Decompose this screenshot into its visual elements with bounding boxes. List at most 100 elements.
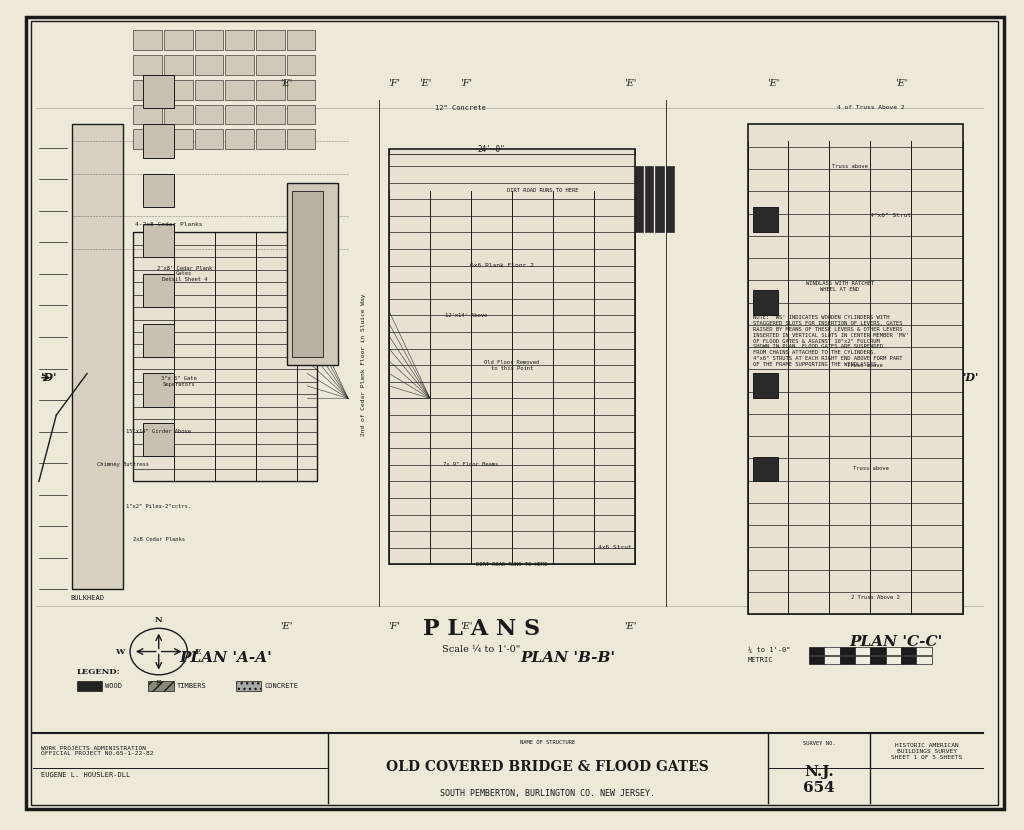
Bar — [870, 647, 886, 655]
Text: CONCRETE: CONCRETE — [264, 683, 298, 690]
Text: 'D': 'D' — [963, 372, 979, 383]
Text: W: W — [116, 647, 125, 656]
Text: 24'-0": 24'-0" — [477, 145, 506, 154]
Text: 4"x6" Strut: 4"x6" Strut — [870, 213, 911, 218]
Bar — [225, 30, 254, 50]
Bar — [886, 647, 901, 655]
Bar — [901, 647, 916, 655]
Text: E: E — [195, 647, 201, 656]
Bar — [195, 129, 223, 149]
Bar — [809, 647, 824, 655]
Bar — [824, 647, 840, 655]
Text: N.J.
654: N.J. 654 — [803, 764, 836, 795]
Text: HISTORIC AMERICAN
BUILDINGS SURVEY
SHEET 1 OF 5 SHEETS: HISTORIC AMERICAN BUILDINGS SURVEY SHEET… — [891, 744, 963, 760]
Bar — [886, 656, 901, 664]
Bar — [855, 656, 870, 664]
Bar — [840, 647, 855, 655]
Bar — [225, 129, 254, 149]
Bar — [287, 105, 315, 124]
Text: DIRT ROAD RUNS TO HERE: DIRT ROAD RUNS TO HERE — [507, 188, 579, 193]
Bar — [753, 374, 778, 398]
Text: 'E': 'E' — [281, 622, 293, 631]
Bar — [753, 290, 778, 315]
Text: PLAN 'A-A': PLAN 'A-A' — [179, 652, 271, 665]
Bar — [870, 656, 886, 664]
Bar — [645, 166, 653, 232]
Bar — [195, 105, 223, 124]
Bar — [133, 55, 162, 75]
Text: 2x8 Cedar Planks: 2x8 Cedar Planks — [133, 537, 184, 542]
Text: 'E': 'E' — [624, 622, 636, 631]
Bar — [225, 105, 254, 124]
Bar — [287, 80, 315, 100]
Bar — [901, 656, 916, 664]
Text: Truss above: Truss above — [833, 164, 867, 168]
Bar — [164, 55, 193, 75]
Bar — [389, 149, 635, 564]
Bar — [855, 647, 870, 655]
Bar — [133, 30, 162, 50]
Bar — [143, 374, 174, 407]
Bar — [256, 105, 285, 124]
Text: Old Floor Removed
to this Point: Old Floor Removed to this Point — [484, 359, 540, 371]
Bar — [809, 656, 824, 664]
Bar — [840, 656, 855, 664]
Bar — [164, 80, 193, 100]
Text: 2nd of Cedar Plank Floor in Sluice Way: 2nd of Cedar Plank Floor in Sluice Way — [361, 294, 366, 437]
Text: SOUTH PEMBERTON, BURLINGTON CO. NEW JERSEY.: SOUTH PEMBERTON, BURLINGTON CO. NEW JERS… — [440, 789, 655, 798]
Text: NOTE: 'WS' INDICATES WOODEN CYLINDERS WITH
STAGGERED SLOTS FOR INSERTION OF LEVE: NOTE: 'WS' INDICATES WOODEN CYLINDERS WI… — [753, 315, 908, 367]
Bar — [72, 124, 123, 589]
Text: BULKHEAD: BULKHEAD — [70, 594, 104, 601]
Bar — [287, 183, 338, 365]
Text: PLAN 'B-B': PLAN 'B-B' — [521, 652, 615, 665]
Bar — [77, 681, 102, 691]
Text: Truss above: Truss above — [853, 466, 888, 471]
Text: 'F': 'F' — [388, 79, 400, 87]
Bar — [287, 55, 315, 75]
Bar — [133, 80, 162, 100]
Text: NAME OF STRUCTURE: NAME OF STRUCTURE — [520, 740, 575, 745]
Bar — [287, 30, 315, 50]
Bar — [143, 274, 174, 307]
Text: S: S — [156, 679, 162, 687]
Text: 'D': 'D' — [41, 372, 57, 383]
Bar — [133, 232, 317, 481]
Text: 1"x2" Piles-2"cctrs.: 1"x2" Piles-2"cctrs. — [126, 504, 191, 509]
Bar — [195, 30, 223, 50]
Bar — [143, 423, 174, 457]
Bar — [655, 166, 664, 232]
Text: WORK PROJECTS ADMINISTRATION
OFFICIAL PROJECT NO.65-1-22-82: WORK PROJECTS ADMINISTRATION OFFICIAL PR… — [41, 745, 154, 756]
Bar — [195, 55, 223, 75]
Text: TIMBERS: TIMBERS — [177, 683, 207, 690]
Text: 'F': 'F' — [460, 79, 472, 87]
Bar — [164, 129, 193, 149]
Text: EUGENE L. HOUSLER-DLL: EUGENE L. HOUSLER-DLL — [41, 772, 130, 778]
Bar — [748, 124, 963, 614]
Text: N: N — [155, 616, 163, 624]
Text: Scale ¼ to 1'-0": Scale ¼ to 1'-0" — [442, 646, 520, 654]
Bar — [753, 457, 778, 481]
Text: Chimney Buttress: Chimney Buttress — [97, 462, 148, 467]
Text: Truss above: Truss above — [848, 363, 883, 368]
Bar — [916, 656, 932, 664]
Bar — [753, 208, 778, 232]
Bar — [148, 681, 174, 691]
Text: LEGEND:: LEGEND: — [77, 668, 121, 676]
Text: WOOD: WOOD — [105, 683, 123, 690]
Text: 12'x14' Above: 12'x14' Above — [444, 313, 487, 318]
Bar — [666, 166, 674, 232]
Text: 4 of Truss Above 2: 4 of Truss Above 2 — [837, 105, 904, 110]
Bar — [256, 55, 285, 75]
Text: 'E': 'E' — [624, 79, 636, 87]
Text: DIRT ROAD RUNS TO HERE: DIRT ROAD RUNS TO HERE — [476, 562, 548, 567]
Text: 3"x 6" Gate
Separators: 3"x 6" Gate Separators — [162, 376, 197, 388]
Text: METRIC: METRIC — [748, 657, 773, 663]
Text: 'E': 'E' — [895, 79, 907, 87]
Text: ¼ to 1'-0": ¼ to 1'-0" — [748, 647, 791, 653]
Text: 4x6 Strut: 4x6 Strut — [598, 545, 631, 550]
Text: 4-2x8 Cedar Planks: 4-2x8 Cedar Planks — [135, 222, 203, 227]
Text: 'E': 'E' — [767, 79, 779, 87]
Text: OLD COVERED BRIDGE & FLOOD GATES: OLD COVERED BRIDGE & FLOOD GATES — [386, 759, 710, 774]
Text: WINDLASS WITH RATCHET
WHEEL AT END: WINDLASS WITH RATCHET WHEEL AT END — [806, 281, 873, 292]
Bar — [225, 55, 254, 75]
